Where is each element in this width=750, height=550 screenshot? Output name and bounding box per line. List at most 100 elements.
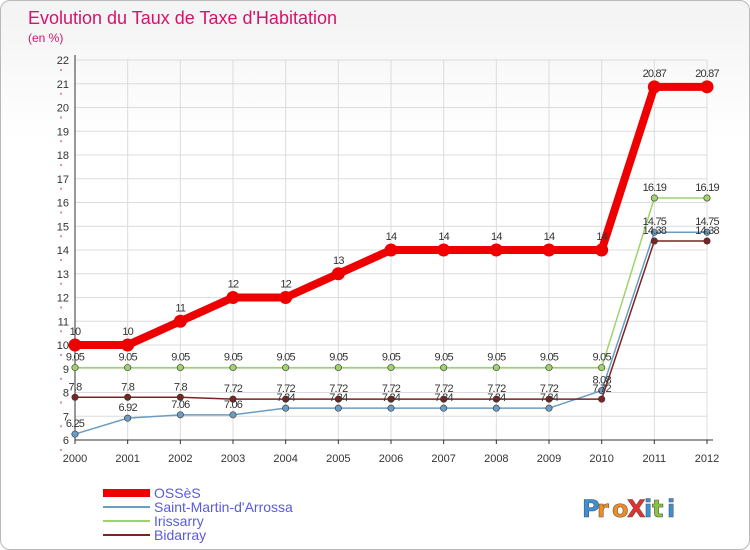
data-point: [124, 393, 132, 401]
data-point: [176, 411, 184, 419]
logo-letter: o: [612, 495, 629, 523]
data-point: [279, 291, 293, 304]
data-label: 7.8: [69, 381, 83, 393]
data-label: 7.06: [224, 399, 243, 411]
y-tick-label: 9: [63, 364, 69, 376]
data-label: 14.38: [695, 225, 719, 237]
data-point: [173, 314, 187, 328]
data-point: [440, 404, 448, 412]
data-label: 7.72: [382, 383, 401, 395]
data-label: 9.05: [66, 352, 85, 364]
x-tick-label: 2001: [115, 453, 139, 465]
data-label: 7.72: [540, 383, 559, 395]
data-label: 9.05: [540, 352, 559, 364]
data-point: [226, 291, 240, 304]
data-point: [489, 243, 503, 257]
data-label: 7.34: [435, 392, 454, 404]
y-tick-label: 17: [57, 174, 69, 186]
x-tick-label: 2006: [379, 453, 403, 465]
x-tick-label: 2008: [484, 453, 508, 465]
data-label: 7.72: [593, 383, 612, 395]
data-point: [700, 80, 714, 94]
data-point: [598, 395, 606, 403]
data-label: 9.05: [593, 352, 612, 364]
data-point: [545, 404, 553, 412]
y-tick-label: 11: [58, 316, 69, 328]
x-tick-label: 2003: [221, 453, 245, 465]
legend-label: Saint-Martin-d'Arrossa: [154, 499, 293, 515]
data-label: 9.05: [382, 352, 401, 364]
data-point: [492, 404, 500, 412]
data-label: 7.34: [277, 392, 296, 404]
data-label: 9.05: [277, 352, 296, 364]
x-tick-label: 2007: [431, 453, 455, 465]
x-tick-label: 2005: [326, 453, 350, 465]
y-tick-label: 6: [63, 435, 69, 447]
x-tick-label: 2000: [63, 453, 87, 465]
data-label: 7.72: [329, 383, 348, 395]
data-label: 6.92: [119, 402, 138, 414]
data-point: [542, 243, 556, 257]
data-label: 10: [70, 326, 81, 338]
y-tick-label: 15: [57, 221, 69, 233]
data-label: 7.8: [174, 381, 188, 393]
legend-label: Irissarry: [154, 513, 204, 529]
data-point: [387, 364, 395, 372]
data-point: [650, 228, 658, 236]
data-label: 16.19: [643, 182, 667, 194]
data-point: [440, 364, 448, 372]
data-label: 7.34: [487, 392, 506, 404]
data-point: [387, 404, 395, 412]
x-tick-label: 2009: [537, 453, 561, 465]
data-point: [650, 237, 658, 245]
data-label: 9.05: [119, 352, 138, 364]
logo-letter: t: [652, 495, 663, 523]
data-label: 14.75: [695, 216, 719, 228]
data-label: 9.05: [171, 352, 190, 364]
y-tick-label: 19: [57, 126, 69, 138]
data-point: [650, 194, 658, 202]
data-label: 14: [438, 231, 449, 243]
y-tick-label: 12: [57, 293, 69, 305]
data-label: 13: [333, 255, 344, 267]
legend-label: Bidarray: [154, 527, 206, 543]
data-label: 7.34: [540, 392, 559, 404]
data-label: 7.8: [121, 381, 135, 393]
data-point: [71, 430, 79, 438]
data-label: 14: [596, 231, 607, 243]
data-label: 9.05: [329, 352, 348, 364]
y-tick-label: 14: [57, 245, 69, 257]
data-point: [545, 364, 553, 372]
legend-label: OSSèS: [154, 485, 201, 501]
data-point: [229, 395, 237, 403]
data-point: [229, 411, 237, 419]
data-label: 14.38: [643, 225, 667, 237]
y-tick-label: 16: [57, 198, 69, 210]
y-tick-label: 13: [57, 269, 69, 281]
data-label: 10: [122, 326, 133, 338]
x-tick-label: 2012: [695, 453, 719, 465]
data-point: [334, 404, 342, 412]
data-point: [492, 395, 500, 403]
data-point: [440, 395, 448, 403]
data-point: [282, 395, 290, 403]
data-label: 20.87: [643, 68, 667, 80]
y-tick-label: 10: [57, 340, 69, 352]
chart-title: Evolution du Taux de Taxe d'Habitation: [28, 8, 337, 28]
x-tick-label: 2010: [589, 453, 613, 465]
data-point: [387, 395, 395, 403]
data-label: 7.72: [277, 383, 296, 395]
data-label: 7.34: [382, 392, 401, 404]
data-point: [124, 414, 132, 422]
data-point: [176, 364, 184, 372]
data-point: [334, 364, 342, 372]
x-tick-label: 2002: [168, 453, 192, 465]
data-point: [437, 243, 451, 257]
data-label: 9.05: [435, 352, 454, 364]
data-label: 7.72: [487, 383, 506, 395]
data-label: 8.08: [593, 375, 612, 387]
y-tick-label: 20: [57, 103, 69, 115]
data-label: 16.19: [695, 182, 719, 194]
data-point: [334, 395, 342, 403]
